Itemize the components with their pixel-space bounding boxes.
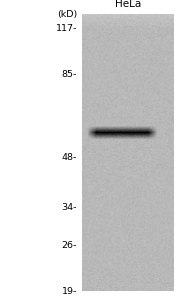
Text: 19-: 19- — [62, 286, 77, 296]
Text: (kD): (kD) — [57, 11, 77, 20]
Text: 85-: 85- — [62, 70, 77, 79]
Text: 117-: 117- — [56, 24, 77, 33]
Text: HeLa: HeLa — [115, 0, 141, 9]
Text: 34-: 34- — [61, 202, 77, 211]
Text: 26-: 26- — [62, 241, 77, 250]
Text: 48-: 48- — [62, 153, 77, 162]
